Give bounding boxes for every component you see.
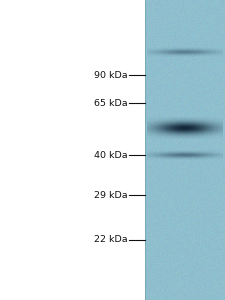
Text: 90 kDa: 90 kDa: [94, 70, 127, 80]
Text: 40 kDa: 40 kDa: [94, 151, 127, 160]
Text: 22 kDa: 22 kDa: [94, 236, 127, 244]
Text: 65 kDa: 65 kDa: [94, 98, 127, 107]
Bar: [145, 0, 225, 300]
Bar: [0, 0, 145, 300]
Text: 29 kDa: 29 kDa: [94, 190, 127, 200]
